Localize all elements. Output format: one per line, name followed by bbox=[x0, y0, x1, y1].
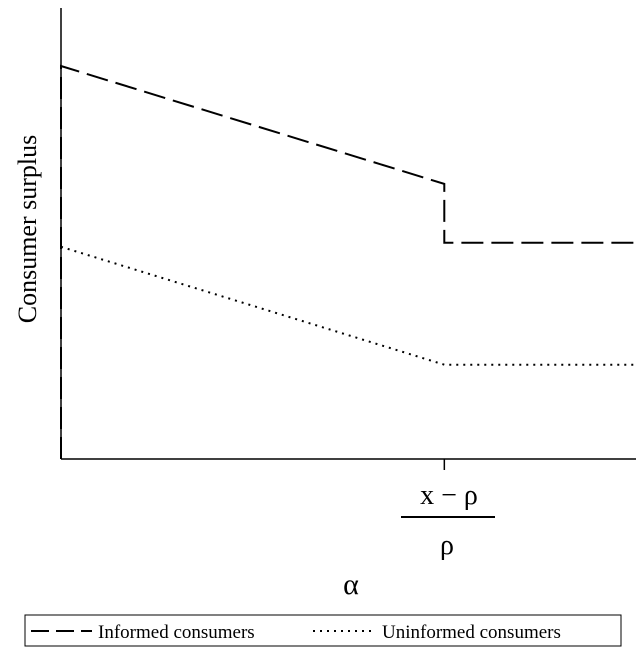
legend-box bbox=[24, 614, 622, 647]
axes-layer bbox=[60, 8, 636, 460]
x-axis-label: α bbox=[343, 568, 359, 601]
x-tick-label-numerator: x − ρ bbox=[420, 480, 478, 511]
ticks-layer: x − ρ ρ bbox=[401, 459, 495, 561]
series-line-uninformed-consumers bbox=[60, 245, 636, 366]
legend: Informed consumers Uninformed consumers bbox=[24, 614, 622, 647]
y-axis-label: Consumer surplus bbox=[13, 135, 42, 324]
series-line-informed-consumers bbox=[60, 64, 636, 459]
series-layer bbox=[60, 64, 636, 459]
x-tick-label-denominator: ρ bbox=[440, 530, 454, 561]
legend-label-informed: Informed consumers bbox=[98, 622, 255, 643]
legend-label-uninformed: Uninformed consumers bbox=[382, 622, 561, 643]
